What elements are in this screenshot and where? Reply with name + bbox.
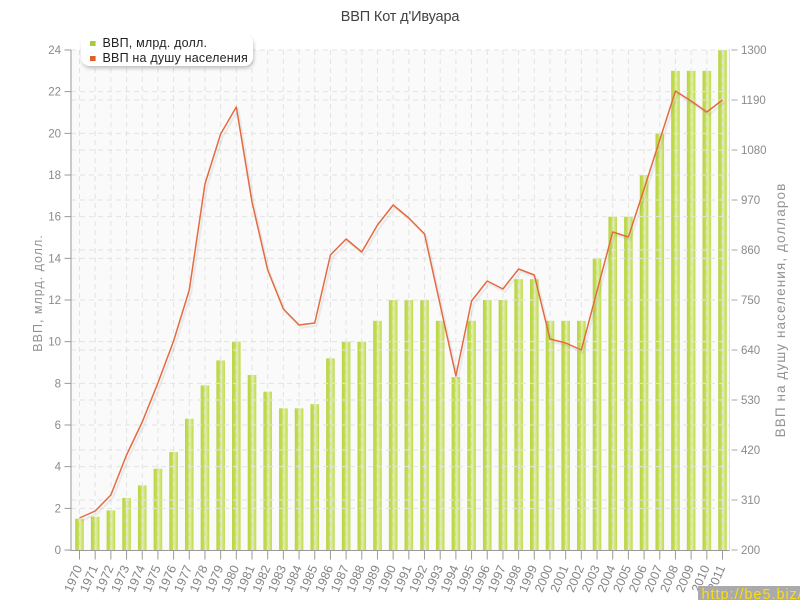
- svg-text:1080: 1080: [741, 145, 767, 157]
- svg-text:ВВП на душу населения: ВВП на душу населения: [103, 51, 249, 65]
- svg-text:20: 20: [48, 128, 61, 140]
- svg-text:530: 530: [741, 395, 760, 407]
- svg-text:24: 24: [48, 45, 61, 57]
- svg-text:750: 750: [741, 295, 760, 307]
- svg-text:200: 200: [741, 545, 760, 557]
- svg-text:2: 2: [55, 503, 61, 515]
- svg-text:12: 12: [48, 295, 61, 307]
- svg-text:310: 310: [741, 495, 760, 507]
- svg-text:http://be5.biz/: http://be5.biz/: [702, 587, 800, 600]
- svg-text:14: 14: [48, 253, 61, 265]
- svg-text:ВВП, млрд. долл.: ВВП, млрд. долл.: [103, 36, 208, 50]
- svg-text:1300: 1300: [741, 45, 767, 57]
- svg-text:0: 0: [55, 545, 61, 557]
- svg-text:10: 10: [48, 337, 61, 349]
- svg-text:22: 22: [48, 87, 61, 99]
- svg-text:970: 970: [741, 195, 760, 207]
- svg-text:ВВП, млрд. долл.: ВВП, млрд. долл.: [31, 234, 45, 351]
- svg-text:6: 6: [55, 420, 61, 432]
- svg-text:16: 16: [48, 212, 61, 224]
- svg-text:4: 4: [55, 462, 62, 474]
- svg-text:640: 640: [741, 345, 760, 357]
- svg-text:860: 860: [741, 245, 760, 257]
- svg-text:8: 8: [55, 378, 61, 390]
- svg-text:18: 18: [48, 170, 61, 182]
- svg-text:420: 420: [741, 445, 760, 457]
- svg-text:ВВП на душу населения, долларо: ВВП на душу населения, долларов: [773, 183, 788, 438]
- svg-text:1190: 1190: [741, 95, 766, 107]
